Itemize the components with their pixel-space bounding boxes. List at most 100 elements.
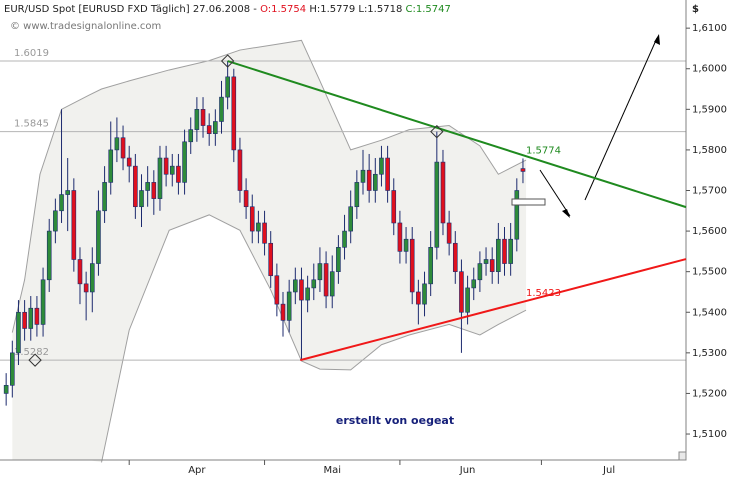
candle-body	[459, 271, 464, 313]
candle-body	[108, 149, 114, 183]
arrow-head	[654, 34, 660, 45]
candle-body	[219, 96, 224, 122]
candle-body	[243, 190, 249, 208]
candle-body	[65, 190, 70, 195]
candle-body	[428, 247, 433, 285]
title-close: C:1.5747	[406, 4, 451, 15]
candle-body	[206, 125, 212, 134]
arrow	[584, 37, 658, 201]
main-layer	[3, 61, 526, 406]
candle-body	[502, 238, 507, 264]
candle-body	[3, 385, 9, 394]
title-high-low: H:1.5779 L:1.5718	[309, 4, 402, 15]
candle-body	[262, 222, 267, 244]
candle-body	[440, 161, 446, 224]
arrow	[539, 169, 571, 217]
y-tick-label: 1,5900	[692, 104, 727, 115]
candle-body	[508, 238, 513, 264]
candle-body	[496, 238, 501, 272]
candle-body	[256, 222, 261, 232]
candle-body	[182, 141, 187, 183]
y-tick-label: 1,5400	[692, 307, 727, 318]
candle-body	[176, 165, 181, 183]
y-tick-label: 1,5600	[692, 226, 727, 237]
candle-body	[483, 259, 489, 264]
candle-body	[471, 279, 477, 289]
candle-body	[225, 76, 230, 98]
candle-body	[397, 222, 403, 252]
candle-body	[114, 137, 120, 151]
price-label: 1.5423	[526, 288, 561, 299]
watermark: © www.tradesignalonline.com	[10, 21, 161, 32]
candle-body	[16, 311, 21, 354]
candle-body	[169, 165, 175, 175]
candle-body	[379, 157, 384, 175]
candle-body	[317, 263, 323, 281]
author-note: erstellt von oegeat	[336, 414, 454, 427]
candle-body	[89, 263, 95, 293]
candle-body	[96, 210, 101, 264]
candle-body	[249, 206, 255, 232]
price-label: 1.5774	[526, 145, 561, 156]
title: EUR/USD Spot [EURUSD FXD Täglich] 27.06.…	[4, 4, 451, 15]
level-label: 1.5845	[14, 119, 49, 130]
candle-body	[213, 121, 218, 134]
candle-body	[336, 247, 341, 272]
candle-body	[373, 173, 378, 191]
candle-body	[329, 271, 335, 297]
candle-body	[323, 263, 329, 297]
candle-body	[293, 279, 298, 293]
trendline	[227, 60, 687, 209]
candle-body	[120, 137, 126, 159]
candle-body	[83, 283, 89, 293]
candle-body	[188, 129, 194, 143]
band-line	[101, 214, 527, 463]
candle-body	[194, 109, 200, 130]
candle-body	[360, 169, 366, 183]
title-text: EUR/USD Spot [EURUSD FXD Täglich] 27.06.…	[4, 4, 257, 15]
candle-body	[305, 287, 310, 301]
candle-body	[139, 190, 144, 208]
pivot-marker	[28, 353, 42, 367]
pivot-marker	[220, 54, 235, 68]
band-line	[11, 39, 527, 333]
y-tick-label: 1,5700	[692, 185, 727, 196]
currency: $	[692, 4, 699, 15]
candle-body	[133, 165, 138, 208]
candle-body	[489, 259, 495, 272]
x-tick-label: Apr	[188, 465, 206, 476]
y-tick-label: 1,5800	[692, 145, 727, 156]
candle-body	[102, 182, 107, 212]
x-tick-label: Jun	[459, 465, 476, 476]
candle-body	[10, 352, 15, 386]
y-tick-label: 1,5300	[692, 348, 727, 359]
candle-body	[477, 263, 483, 281]
candle-body	[434, 161, 440, 248]
candle-body	[28, 307, 34, 329]
y-tick-label: 1,5200	[692, 388, 727, 399]
candle-body	[71, 190, 77, 260]
pivot-marker	[430, 124, 444, 139]
candle-body	[126, 157, 132, 167]
candle-body	[514, 190, 520, 240]
candle-body	[53, 210, 58, 232]
candle-body	[385, 157, 390, 191]
candle-body	[342, 230, 347, 248]
candle-body	[59, 194, 64, 212]
candle-body	[403, 238, 409, 252]
candle-body	[77, 259, 83, 285]
candle-body	[22, 311, 27, 329]
y-tick-label: 1,6000	[692, 64, 727, 75]
candle-body	[280, 303, 286, 321]
candle-body	[299, 279, 304, 301]
candle-body	[151, 182, 157, 199]
candle-body	[231, 76, 237, 151]
price-box	[511, 198, 546, 206]
candle-body	[520, 168, 526, 172]
candle-body	[46, 230, 52, 281]
candle-body	[34, 307, 40, 325]
candle-body	[409, 238, 415, 293]
trendline	[299, 258, 687, 362]
